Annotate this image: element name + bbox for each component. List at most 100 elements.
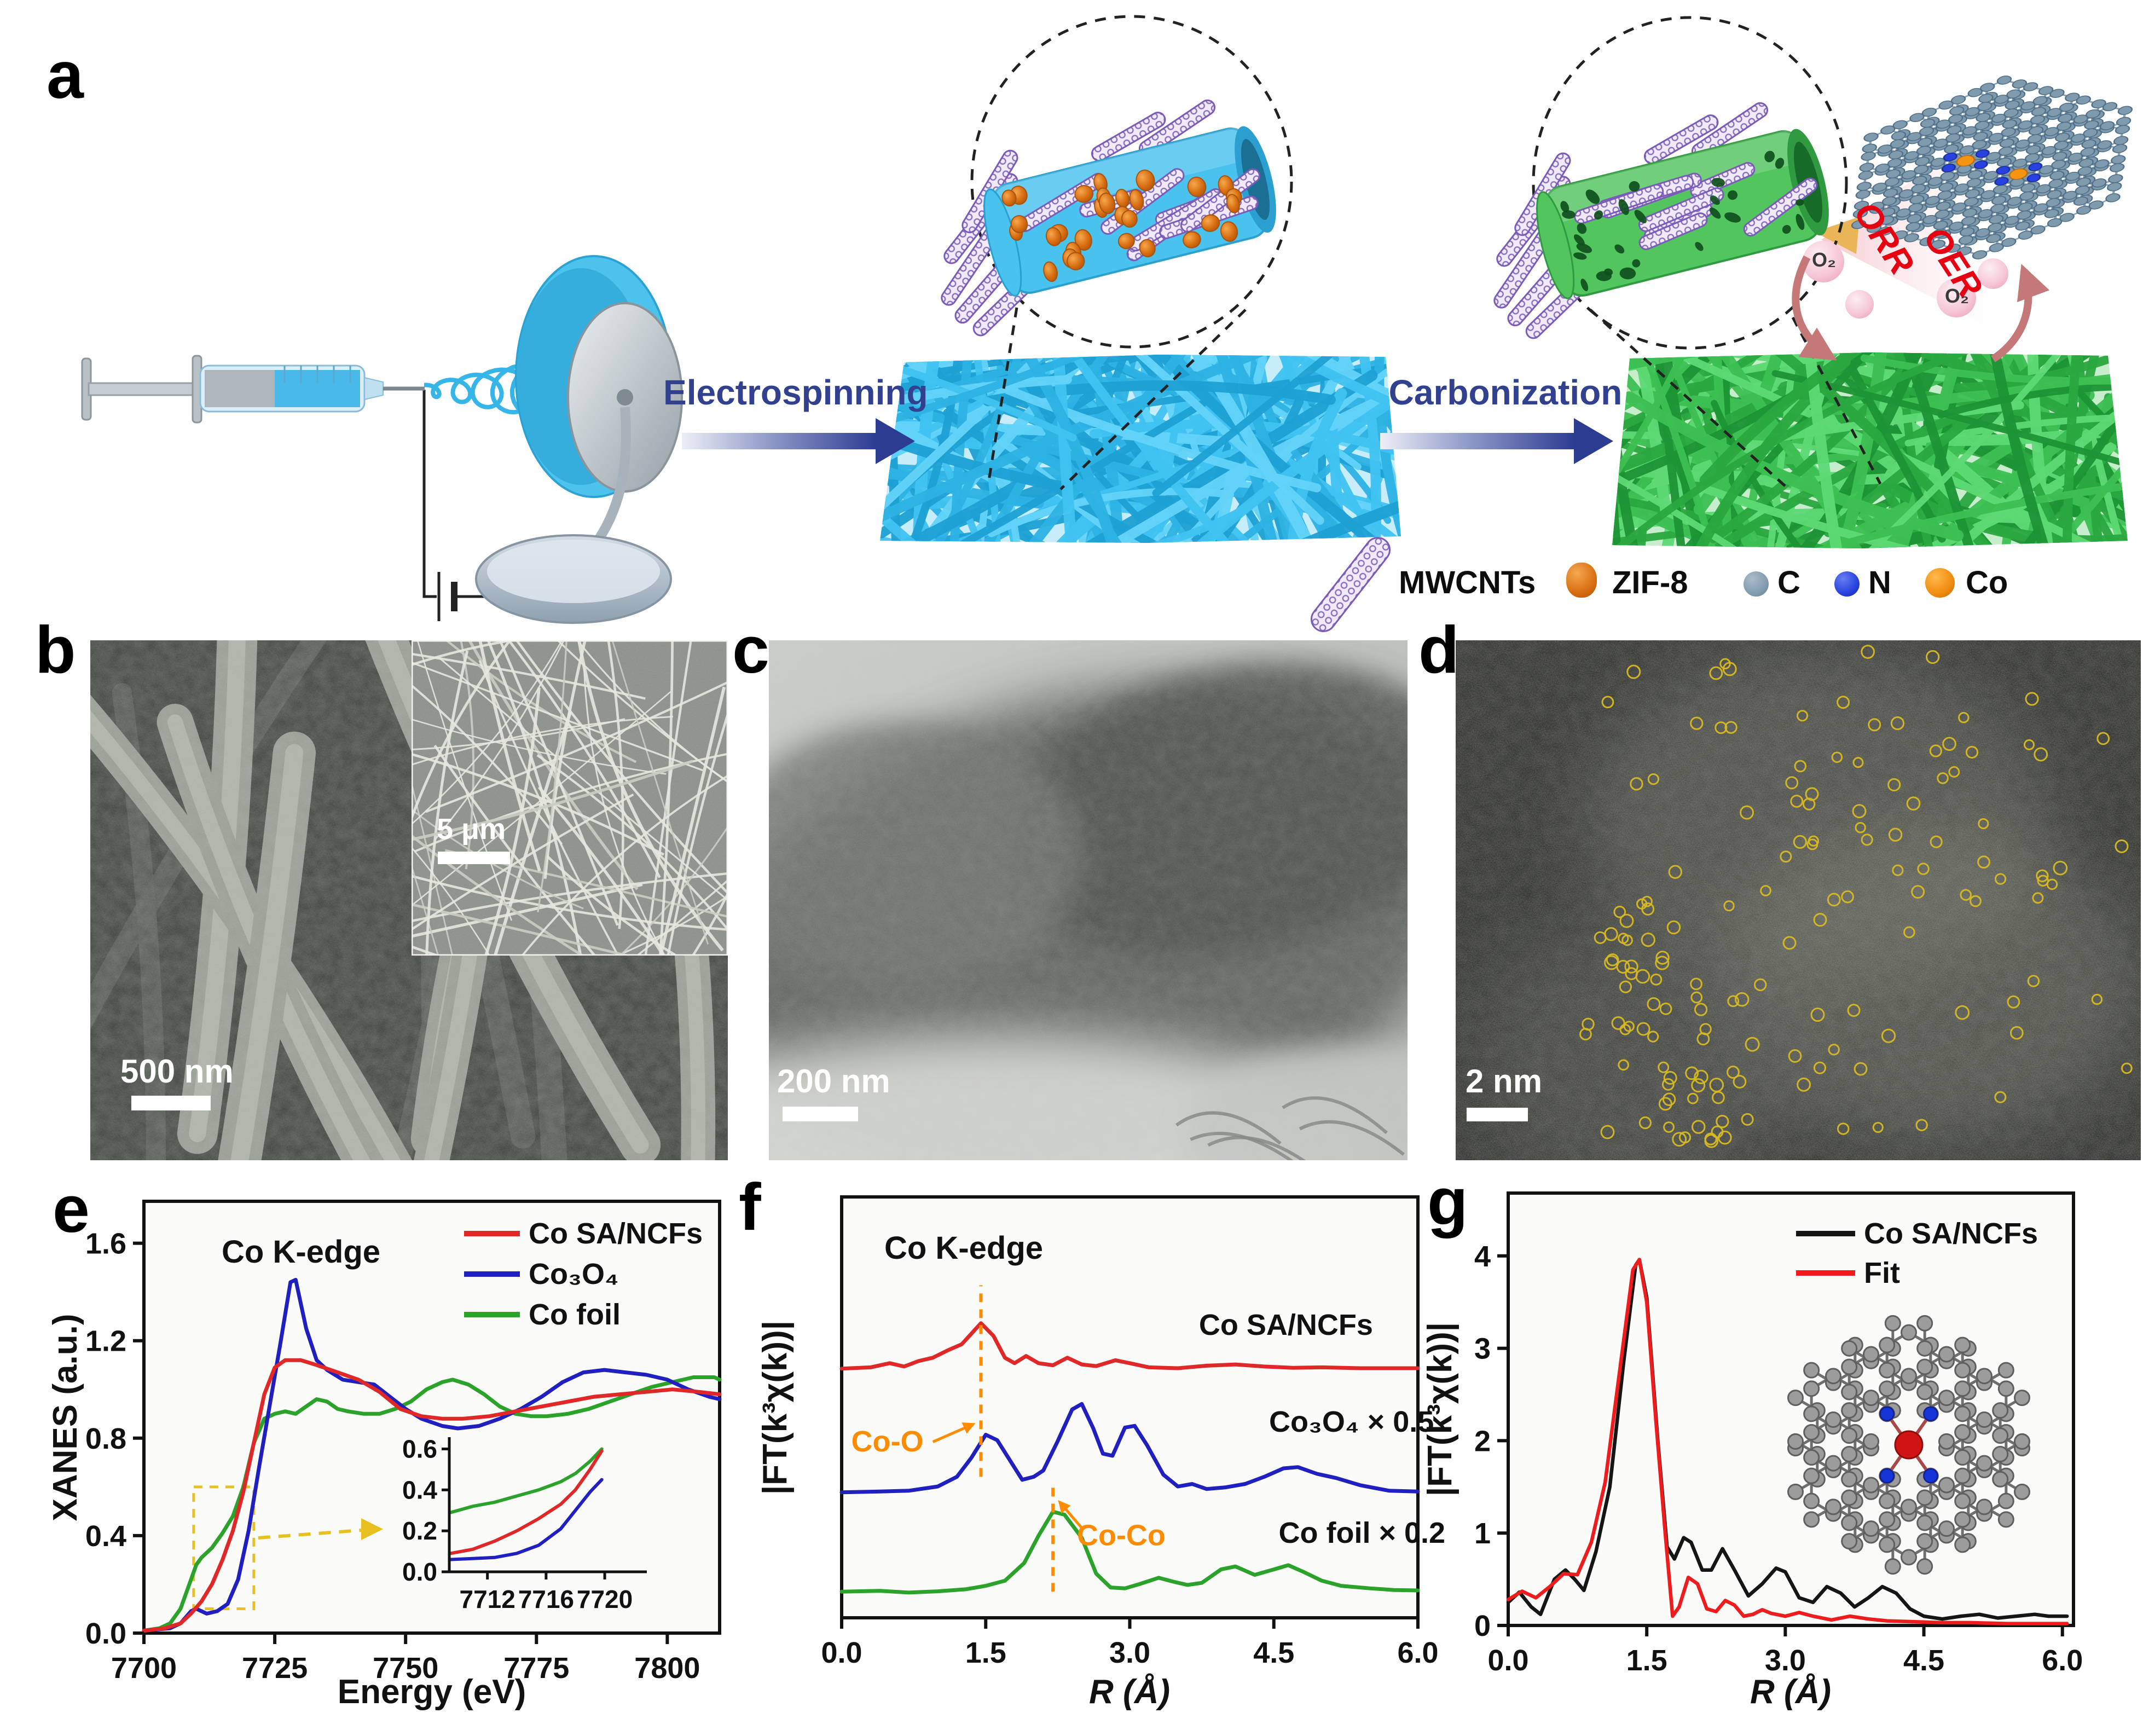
carbon-atom — [1996, 76, 2012, 85]
carbon-atom — [1954, 1336, 1971, 1353]
single-atom-marker — [2053, 860, 2068, 876]
o2-label-left: O₂ — [1812, 248, 1836, 271]
pore — [1560, 201, 1569, 213]
single-atom-marker — [1794, 760, 1807, 773]
carbon-atom — [1863, 1433, 1879, 1450]
carbon-atom — [1935, 210, 1950, 219]
single-atom-marker — [1647, 773, 1659, 785]
carbon-atom — [2086, 109, 2101, 119]
nitrogen-atom — [1879, 1406, 1895, 1422]
single-atom-marker — [1741, 1113, 1754, 1126]
single-atom-marker — [1655, 956, 1670, 970]
nitrogen-atom — [1879, 1468, 1895, 1484]
y-tick: 1.6 — [85, 1228, 126, 1260]
molecule-model — [1787, 1315, 2030, 1575]
zif8-particle — [1045, 227, 1062, 246]
carbon-atom — [2027, 134, 2043, 143]
carbon-atom — [2019, 191, 2035, 201]
carbon-atom — [1930, 158, 1946, 167]
single-atom-marker — [1582, 1017, 1595, 1031]
single-atom-marker — [1715, 721, 1728, 734]
panel-label-e: e — [53, 1172, 90, 1246]
single-atom-marker — [1782, 936, 1797, 950]
carbon-atom — [2102, 102, 2118, 112]
pore — [1614, 244, 1625, 254]
zif8-particle — [1117, 233, 1135, 250]
legend-entry: Fit — [1864, 1257, 1900, 1289]
series-Fit — [1506, 1258, 2069, 1625]
panel-label-f: f — [739, 1170, 761, 1244]
carbon-atom — [2116, 117, 2132, 126]
carbon-atom — [1901, 170, 1916, 180]
y-tick: 2 — [1474, 1425, 1491, 1457]
carbon-atom — [1983, 171, 1999, 180]
o2-bubble — [1937, 278, 1976, 317]
zif8-particle — [1067, 252, 1085, 270]
chart-title: Co K-edge — [884, 1230, 1043, 1266]
carbon-atom — [2004, 216, 2020, 225]
series-label: Co₃O₄ × 0.5 — [1269, 1405, 1434, 1438]
single-atom-marker — [1915, 1119, 1928, 1131]
legend-label-co: Co — [1966, 565, 2008, 600]
carbon-atom — [1974, 121, 1990, 130]
carbon-atom — [2006, 89, 2022, 99]
single-atom-marker — [1626, 664, 1641, 679]
single-atom-marker — [1861, 834, 1873, 846]
carbon-atom — [1976, 1368, 1993, 1385]
single-atom-marker — [1663, 1070, 1677, 1085]
carbon-atom — [1997, 1362, 2014, 1379]
carbon-atom — [1954, 1405, 1971, 1422]
nitrogen-atom — [1996, 166, 2010, 175]
carbon-atom — [1945, 244, 1961, 253]
carbon-atom — [2056, 121, 2072, 131]
zoom-arrow — [258, 1529, 362, 1540]
carbon-atom — [1879, 215, 1895, 225]
single-atom-marker — [1601, 696, 1614, 709]
inset-y-tick: 0.2 — [402, 1517, 437, 1545]
carbon-atom — [1916, 1358, 1933, 1375]
carbon-atom — [1997, 1380, 2014, 1397]
single-atom-marker — [2036, 869, 2049, 882]
carbon-atom — [2051, 160, 2066, 169]
single-atom-marker — [1970, 895, 1982, 907]
carbon-atom — [2091, 99, 2106, 108]
scalebar-b — [131, 1096, 211, 1110]
carbon-atom — [1925, 195, 1941, 205]
carbon-atom — [2012, 158, 2028, 168]
carbon-atom — [1954, 1536, 1971, 1553]
carbon-atom — [1956, 246, 1972, 256]
single-atom-marker — [1719, 658, 1731, 669]
single-atom-marker — [1636, 898, 1648, 910]
panel-label-g: g — [1427, 1164, 1468, 1239]
single-atom-marker — [1650, 973, 1663, 986]
single-atom-marker — [2034, 747, 2048, 762]
single-atom-marker — [1813, 913, 1827, 927]
single-atom-marker — [1635, 969, 1650, 984]
annotation-Co-O: Co-O — [852, 1425, 924, 1458]
legend-entry: Co SA/NCFs — [529, 1217, 703, 1250]
single-atom-marker — [1711, 1125, 1724, 1138]
carbon-atom — [1863, 132, 1879, 142]
process-arrow-electrospinning — [682, 418, 915, 464]
single-atom-marker — [1892, 864, 1904, 876]
legend-label-c: C — [1777, 565, 1800, 600]
series-Co foil — [142, 1375, 722, 1633]
single-atom-marker — [2096, 732, 2110, 745]
carbon-atom — [2038, 86, 2054, 95]
mwcnt-rod — [1180, 168, 1260, 233]
single-atom-marker — [1930, 835, 1943, 848]
carbon-atom — [1904, 151, 1919, 160]
carbon-atom — [1803, 1492, 1820, 1509]
single-atom-marker — [2023, 739, 2035, 750]
inset-x-tick: 7712 — [460, 1585, 516, 1613]
single-atom-marker — [1810, 1008, 1825, 1022]
single-atom-marker — [1994, 873, 2007, 885]
x-tick: 4.5 — [1253, 1636, 1294, 1669]
single-atom-marker — [2046, 878, 2058, 890]
carbon-atom — [1896, 208, 1912, 218]
carbon-atom — [1997, 1492, 2014, 1509]
carbon-atom — [1841, 1402, 1858, 1419]
single-atom-marker — [1692, 1120, 1706, 1134]
carbon-atom — [2020, 101, 2036, 111]
pore — [1632, 259, 1641, 268]
